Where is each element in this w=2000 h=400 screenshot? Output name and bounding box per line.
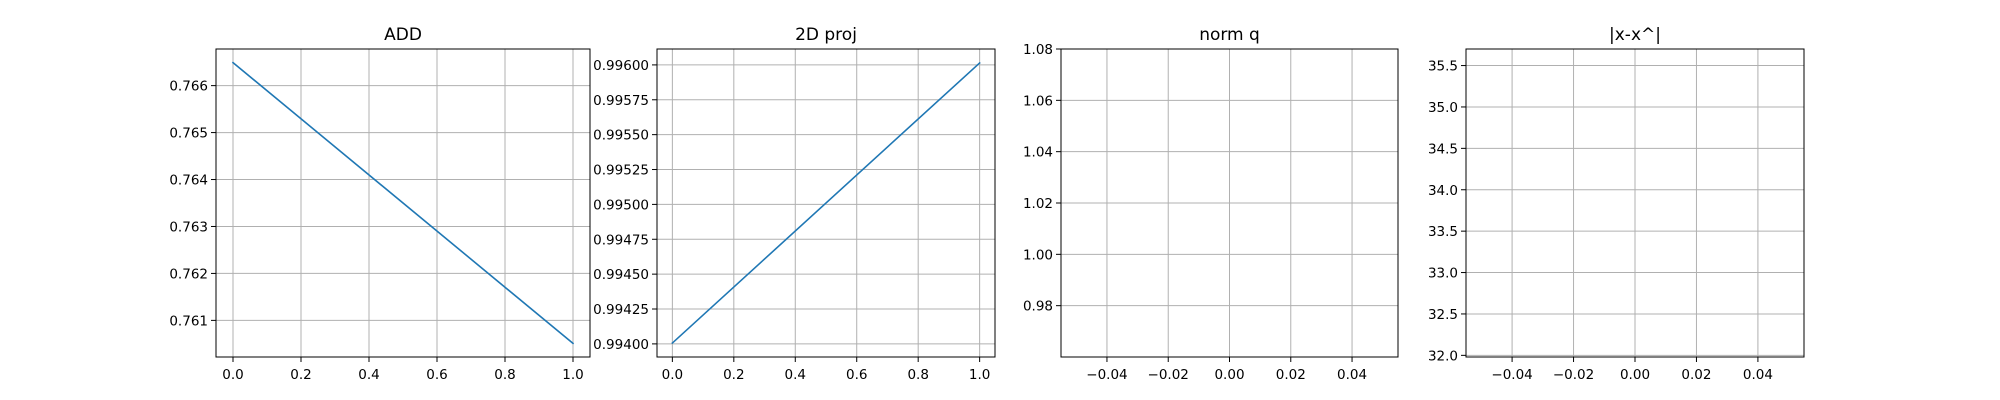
series-line bbox=[671, 61, 981, 345]
y-tick-label: 0.98 bbox=[1023, 299, 1053, 315]
x-tick-label: 0.2 bbox=[723, 367, 744, 383]
x-tick-label: 0.8 bbox=[494, 367, 515, 383]
chart-title: 2D proj bbox=[795, 25, 857, 45]
x-tick-label: 0.02 bbox=[1276, 367, 1306, 383]
x-tick-label: 0.04 bbox=[1743, 367, 1773, 383]
y-tick-label: 1.02 bbox=[1023, 196, 1053, 212]
x-tick-label: 0.02 bbox=[1681, 367, 1711, 383]
x-tick-label: 0.00 bbox=[1620, 367, 1650, 383]
y-tick-label: 0.763 bbox=[169, 219, 208, 235]
y-tick-label: 32.0 bbox=[1428, 348, 1458, 364]
y-tick-label: 33.5 bbox=[1428, 224, 1458, 240]
x-tick-label: 0.4 bbox=[358, 367, 379, 383]
x-tick-label: −0.04 bbox=[1086, 367, 1127, 383]
chart-title: norm q bbox=[1199, 25, 1260, 45]
x-tick-label: 0.6 bbox=[846, 367, 867, 383]
chart-panel-1: 0.0 0.2 0.4 0.6 0.8 1.0 0.761 0.762 0.763 0.764 0.… bbox=[169, 25, 591, 383]
y-tick-label: 35.0 bbox=[1428, 100, 1458, 116]
y-tick-label: 0.761 bbox=[169, 313, 208, 329]
y-tick-label: 1.04 bbox=[1023, 145, 1053, 161]
chart-panel-4: −0.04 −0.02 0.00 0.02 0.04 32.0 32.5 33.0 33.5 34… bbox=[1428, 25, 1805, 383]
x-tick-label: −0.04 bbox=[1491, 367, 1532, 383]
x-tick-label: 0.2 bbox=[290, 367, 311, 383]
y-tick-label: 35.5 bbox=[1428, 59, 1458, 75]
x-tick-label: 0.4 bbox=[785, 367, 806, 383]
y-tick-label: 32.5 bbox=[1428, 307, 1458, 323]
y-tick-label: 0.99400 bbox=[593, 337, 649, 353]
x-tick-label: −0.02 bbox=[1148, 367, 1189, 383]
y-tick-label: 0.99500 bbox=[593, 197, 649, 213]
y-tick-label: 0.99450 bbox=[593, 267, 649, 283]
y-tick-label: 34.5 bbox=[1428, 141, 1458, 157]
y-tick-label: 0.99600 bbox=[593, 58, 649, 74]
y-tick-label: 0.764 bbox=[169, 173, 208, 189]
series-line bbox=[231, 61, 575, 345]
chart-panel-3: −0.04 −0.02 0.00 0.02 0.04 0.98 1.00 1.02 1.04 1.… bbox=[1023, 25, 1399, 383]
chart-title: ADD bbox=[384, 25, 422, 45]
y-tick-label: 34.0 bbox=[1428, 183, 1458, 199]
x-tick-label: −0.02 bbox=[1553, 367, 1594, 383]
y-tick-label: 1.08 bbox=[1023, 42, 1053, 58]
x-tick-label: 1.0 bbox=[969, 367, 990, 383]
x-tick-label: 0.04 bbox=[1337, 367, 1367, 383]
y-tick-label: 0.766 bbox=[169, 79, 208, 95]
x-tick-label: 0.0 bbox=[222, 367, 243, 383]
x-tick-label: 0.6 bbox=[426, 367, 447, 383]
y-tick-label: 1.00 bbox=[1023, 247, 1053, 263]
plot-frame bbox=[215, 48, 591, 358]
y-tick-label: 0.99525 bbox=[593, 163, 649, 179]
x-tick-label: 1.0 bbox=[562, 367, 583, 383]
y-tick-label: 0.99550 bbox=[593, 128, 649, 144]
x-tick-label: 0.00 bbox=[1214, 367, 1244, 383]
chart-title: |x-x^| bbox=[1609, 25, 1661, 45]
y-tick-label: 33.0 bbox=[1428, 266, 1458, 282]
y-tick-label: 0.762 bbox=[169, 266, 208, 282]
x-tick-label: 0.0 bbox=[662, 367, 683, 383]
y-tick-label: 0.99575 bbox=[593, 93, 649, 109]
x-tick-label: 0.8 bbox=[907, 367, 928, 383]
plot-frame bbox=[656, 48, 996, 358]
y-tick-label: 1.06 bbox=[1023, 93, 1053, 109]
y-tick-label: 0.765 bbox=[169, 126, 208, 142]
chart-panel-2: 0.0 0.2 0.4 0.6 0.8 1.0 0.99400 0.99425 0.99450 0… bbox=[593, 25, 996, 383]
y-tick-label: 0.99475 bbox=[593, 232, 649, 248]
y-tick-label: 0.99425 bbox=[593, 302, 649, 318]
